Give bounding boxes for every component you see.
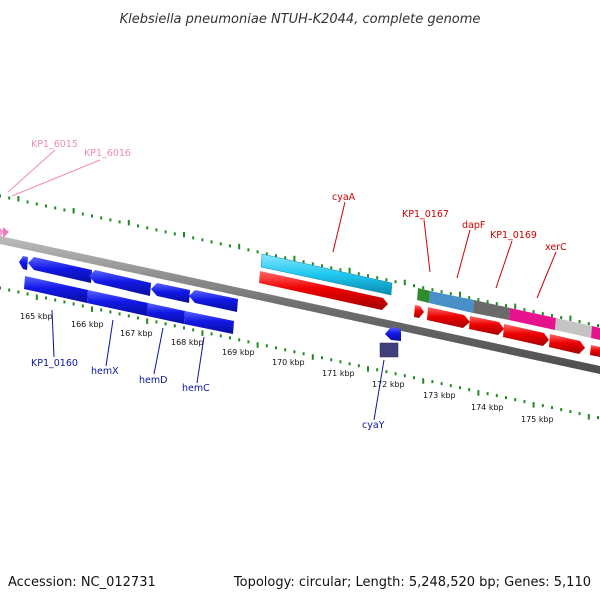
gene-reverse-4[interactable] xyxy=(189,290,238,312)
gene-red-arrow-1[interactable] xyxy=(414,305,424,318)
scale-label: 169 kbp xyxy=(222,348,255,357)
scale-label: 172 kbp xyxy=(372,380,405,389)
gene-cyaY-arrow[interactable] xyxy=(385,327,401,341)
label-KP1_6016: KP1_6016 xyxy=(84,148,131,159)
label-KP1_0160: KP1_0160 xyxy=(31,358,78,369)
gene-reverse-2[interactable] xyxy=(89,270,151,296)
label-dapF: dapF xyxy=(462,220,485,231)
scale-label: 168 kbp xyxy=(171,338,204,347)
gene-red-forward-large[interactable] xyxy=(259,271,388,310)
gene-red-arrow-2[interactable] xyxy=(427,307,470,328)
label-cyaA: cyaA xyxy=(332,192,356,203)
gene-hem-3[interactable] xyxy=(147,303,185,324)
accession-text: Accession: NC_012731 xyxy=(8,575,156,590)
gene-xerC[interactable] xyxy=(509,308,556,330)
genome-backbone xyxy=(0,236,600,374)
scale-label: 170 kbp xyxy=(272,358,305,367)
plasmid-feature-arrows[interactable] xyxy=(0,227,9,238)
gene-hem-2[interactable] xyxy=(87,290,148,316)
label-KP1_0169: KP1_0169 xyxy=(490,230,537,241)
gene-cyaA[interactable] xyxy=(260,253,393,296)
gene-red-arrow-6[interactable] xyxy=(590,345,600,357)
leader-lines xyxy=(7,149,557,421)
scale-label: 167 kbp xyxy=(120,329,153,338)
scale-label: 173 kbp xyxy=(423,391,456,400)
scale-label: 165 kbp xyxy=(20,312,53,321)
inner-tick-track xyxy=(0,286,599,420)
gene-hem-4[interactable] xyxy=(184,311,234,334)
label-KP1_0167: KP1_0167 xyxy=(402,209,449,220)
map-title: Klebsiella pneumoniae NTUH-K2044, comple… xyxy=(120,12,481,27)
scale-labels: 165 kbp 166 kbp 167 kbp 168 kbp 169 kbp 170 k… xyxy=(20,312,554,424)
gene-red-arrow-5[interactable] xyxy=(549,334,585,354)
label-hemX: hemX xyxy=(91,366,119,377)
label-hemD: hemD xyxy=(139,375,167,386)
genome-summary-text: Topology: circular; Length: 5,248,520 bp… xyxy=(233,575,591,590)
outer-tick-track xyxy=(0,194,599,328)
scale-label: 171 kbp xyxy=(322,369,355,378)
scale-label: 175 kbp xyxy=(521,415,554,424)
gene-KP1_0169[interactable] xyxy=(473,300,510,320)
gene-red-arrow-4[interactable] xyxy=(503,324,549,346)
gene-cyaY-box[interactable] xyxy=(379,342,399,358)
label-xerC: xerC xyxy=(545,242,567,253)
label-KP1_6015: KP1_6015 xyxy=(31,139,78,150)
gene-red-arrow-3[interactable] xyxy=(469,316,504,335)
gene-reverse-3[interactable] xyxy=(151,283,190,303)
gene-dapF[interactable] xyxy=(429,291,474,313)
gene-next-grey[interactable] xyxy=(555,318,592,338)
scale-label: 166 kbp xyxy=(71,320,104,329)
label-cyaY: cyaY xyxy=(362,420,385,431)
gene-hem-1[interactable] xyxy=(24,276,88,303)
scale-label: 174 kbp xyxy=(471,403,504,412)
gene-KP1_0167-feature[interactable] xyxy=(417,288,430,303)
gene-reverse-small[interactable] xyxy=(19,256,28,270)
label-hemC: hemC xyxy=(182,383,210,394)
gene-reverse-1[interactable] xyxy=(28,257,92,283)
gene-next-pink[interactable] xyxy=(591,326,600,340)
